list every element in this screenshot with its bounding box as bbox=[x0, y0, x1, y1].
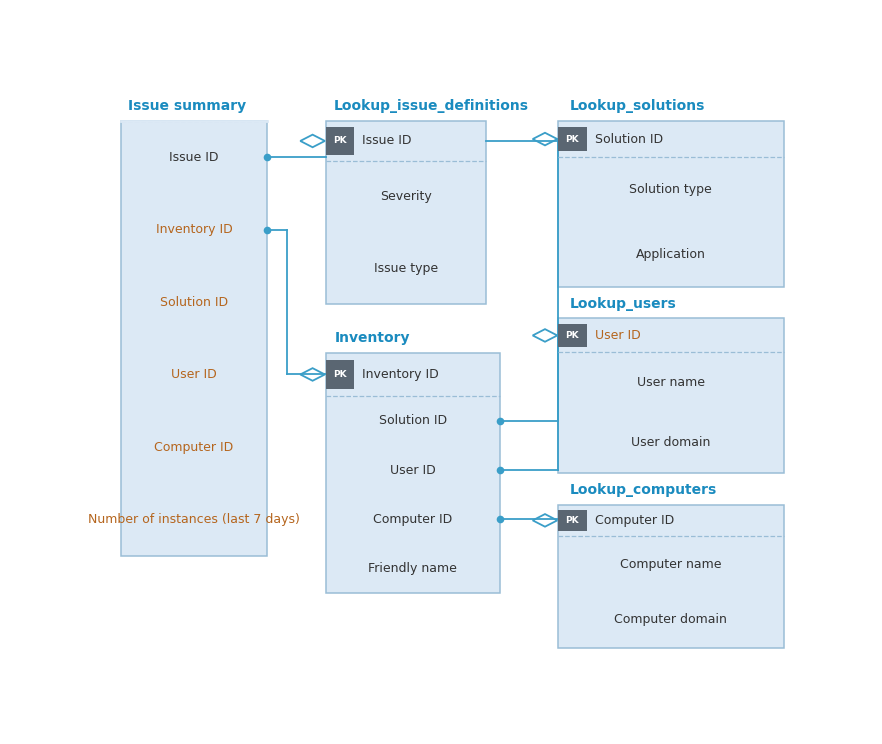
FancyBboxPatch shape bbox=[325, 127, 355, 155]
Text: Lookup_solutions: Lookup_solutions bbox=[569, 100, 705, 113]
Text: PK: PK bbox=[565, 135, 579, 144]
FancyBboxPatch shape bbox=[325, 121, 486, 304]
FancyBboxPatch shape bbox=[325, 353, 500, 594]
Text: PK: PK bbox=[565, 331, 579, 340]
FancyBboxPatch shape bbox=[325, 360, 355, 389]
Text: Solution ID: Solution ID bbox=[160, 295, 228, 309]
FancyBboxPatch shape bbox=[558, 324, 587, 347]
Text: Computer ID: Computer ID bbox=[373, 513, 452, 526]
Text: Computer name: Computer name bbox=[620, 557, 721, 571]
Text: User domain: User domain bbox=[632, 437, 710, 449]
Text: Number of instances (last 7 days): Number of instances (last 7 days) bbox=[88, 513, 300, 527]
Text: Application: Application bbox=[636, 248, 706, 261]
FancyBboxPatch shape bbox=[121, 121, 267, 557]
Text: Lookup_users: Lookup_users bbox=[569, 297, 676, 311]
Text: Severity: Severity bbox=[380, 190, 432, 203]
Text: Solution ID: Solution ID bbox=[378, 414, 447, 427]
Text: PK: PK bbox=[333, 136, 347, 146]
Text: User name: User name bbox=[637, 376, 705, 389]
FancyBboxPatch shape bbox=[558, 126, 587, 152]
FancyBboxPatch shape bbox=[558, 504, 783, 648]
Text: Computer domain: Computer domain bbox=[615, 613, 727, 626]
Text: User ID: User ID bbox=[390, 464, 436, 477]
Text: PK: PK bbox=[333, 370, 347, 379]
FancyBboxPatch shape bbox=[558, 510, 587, 531]
FancyBboxPatch shape bbox=[558, 318, 783, 473]
Text: Issue ID: Issue ID bbox=[363, 135, 412, 147]
Text: Lookup_computers: Lookup_computers bbox=[569, 483, 716, 497]
Text: Solution type: Solution type bbox=[630, 183, 712, 196]
FancyBboxPatch shape bbox=[558, 121, 783, 287]
Text: User ID: User ID bbox=[594, 329, 640, 342]
Text: Inventory: Inventory bbox=[334, 331, 410, 345]
Text: User ID: User ID bbox=[171, 368, 217, 381]
Text: Inventory ID: Inventory ID bbox=[363, 368, 439, 381]
Text: Lookup_issue_definitions: Lookup_issue_definitions bbox=[333, 100, 528, 113]
Text: Computer ID: Computer ID bbox=[594, 514, 674, 527]
Text: Issue ID: Issue ID bbox=[169, 150, 219, 164]
Text: Issue summary: Issue summary bbox=[128, 100, 246, 113]
Text: Inventory ID: Inventory ID bbox=[155, 223, 232, 236]
Text: Issue type: Issue type bbox=[374, 262, 438, 275]
Text: Friendly name: Friendly name bbox=[369, 562, 457, 575]
Text: PK: PK bbox=[565, 516, 579, 525]
Text: Solution ID: Solution ID bbox=[594, 132, 663, 146]
Text: Computer ID: Computer ID bbox=[154, 441, 234, 454]
